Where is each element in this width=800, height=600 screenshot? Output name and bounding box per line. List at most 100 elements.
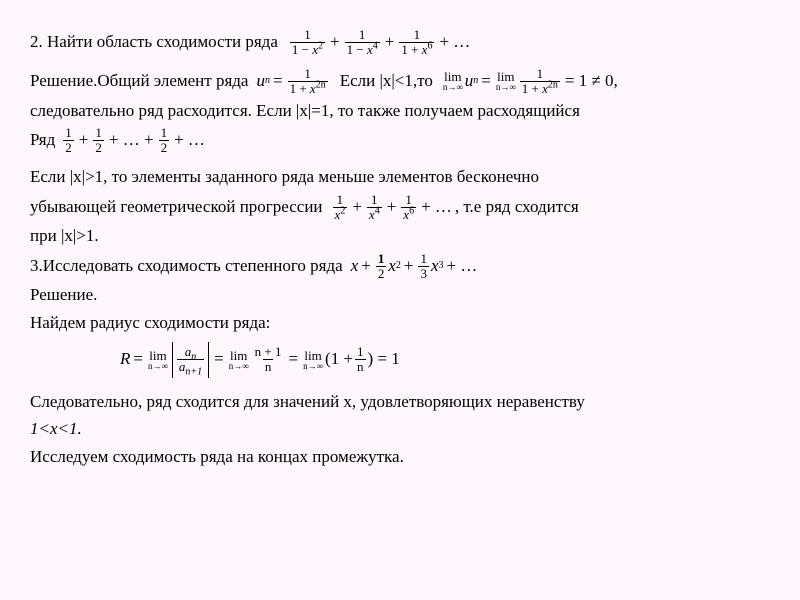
exp: 6: [409, 205, 414, 216]
p15-line: Исследуем сходимость ряда на концах пром…: [30, 445, 770, 470]
a-ratio: an an+1: [177, 345, 204, 373]
ps-t2-frac: 1 2: [376, 252, 387, 280]
den: 1 − x2: [290, 42, 325, 57]
den: 2: [376, 266, 387, 281]
p13-line: Следовательно, ряд сходится для значений…: [30, 390, 770, 415]
eq: =: [481, 69, 491, 94]
num: 1: [302, 67, 313, 81]
p9-left: 3.Исследовать сходимость степенного ряда: [30, 254, 343, 279]
paren-r: ) = 1: [368, 347, 400, 372]
p10-text: Решение.: [30, 283, 97, 308]
den: 2: [63, 140, 74, 155]
den: 1 + x2n: [288, 81, 328, 96]
plus-icon: +: [352, 195, 362, 220]
den: 1 + x2n: [520, 81, 560, 96]
den-left: 1 −: [347, 42, 367, 57]
num: 1: [357, 28, 368, 42]
plus-icon: +: [79, 128, 89, 153]
eq: =: [133, 347, 143, 372]
den: 3: [418, 266, 429, 281]
eq: =: [289, 347, 299, 372]
lim-sub: n→∞: [303, 362, 323, 371]
den: n: [355, 359, 366, 374]
num: 1: [355, 345, 366, 359]
tail: + …: [421, 195, 452, 220]
lim: lim: [230, 349, 247, 362]
num: 1: [418, 252, 429, 266]
g-term-2: 1 x4: [367, 193, 382, 221]
lim-u: u: [465, 69, 474, 94]
power-series: x + 1 2 x2 + 1 3 x3 + …: [351, 252, 481, 280]
eq: =: [273, 69, 283, 94]
tail: + …: [447, 254, 478, 279]
a-den: an+1: [177, 359, 204, 374]
p13-text: Следовательно, ряд сходится для значений…: [30, 390, 585, 415]
u-n-frac: 1 1 + x2n: [288, 67, 328, 95]
g-term-3: 1 x6: [401, 193, 416, 221]
half-2: 1 2: [93, 126, 104, 154]
lim-2: lim n→∞: [496, 70, 516, 92]
p10-line: Решение.: [30, 283, 770, 308]
p7-left: убывающей геометрической прогрессии: [30, 195, 323, 220]
num: 1: [412, 28, 423, 42]
lim-frac: 1 1 + x2n: [520, 67, 560, 95]
den: x4: [367, 207, 382, 222]
p4-text: следовательно ряд расходится. Если |x|=1…: [30, 99, 580, 124]
lim-b: lim n→∞: [229, 349, 249, 371]
u-n-expr: un = 1 1 + x2n: [256, 67, 329, 95]
exp: 2: [340, 205, 345, 216]
geom-series: 1 x2 + 1 x4 + 1 x6 + …: [331, 193, 455, 221]
paren-l: (1 +: [325, 347, 353, 372]
lim-sub: n→∞: [148, 362, 168, 371]
general-term-line: Решение.Общий элемент ряда un = 1 1 + x2…: [30, 67, 770, 95]
num: n + 1: [253, 345, 284, 359]
num: 1: [535, 67, 546, 81]
term-3: 1 1 + x6: [399, 28, 434, 56]
plus-icon: +: [361, 254, 371, 279]
plus-icon: +: [404, 254, 414, 279]
p7-right: , т.е ряд сходится: [455, 195, 579, 220]
a-sub: n+1: [185, 367, 202, 378]
gap: [30, 157, 770, 165]
lim-sub: n→∞: [496, 83, 516, 92]
document-page: 2. Найти область сходимости ряда 1 1 − x…: [0, 0, 800, 493]
den-exp: 2: [318, 40, 323, 51]
lim-sub: n→∞: [229, 362, 249, 371]
den-exp: 6: [427, 40, 432, 51]
tail: + …: [439, 30, 470, 55]
den-left: 1 +: [522, 81, 542, 96]
den-left: 1 +: [401, 42, 421, 57]
lim: lim: [149, 349, 166, 362]
lim: lim: [304, 349, 321, 362]
den: 2: [93, 140, 104, 155]
lim-1: lim n→∞: [443, 70, 463, 92]
p15-text: Исследуем сходимость ряда на концах пром…: [30, 445, 404, 470]
p6-text: Если |x|>1, то элементы заданного ряда м…: [30, 165, 539, 190]
ps-t2-var: x: [388, 254, 396, 279]
problem-2-label: 2. Найти область сходимости ряда: [30, 30, 278, 55]
term-2: 1 1 − x4: [345, 28, 380, 56]
den: x6: [401, 207, 416, 222]
divergence-line: следовательно ряд расходится. Если |x|=1…: [30, 99, 770, 124]
lim-sub: n→∞: [443, 83, 463, 92]
p11-text: Найдем радиус сходимости ряда:: [30, 311, 270, 336]
solution-left: Решение.Общий элемент ряда: [30, 69, 248, 94]
ps-t1: x: [351, 254, 359, 279]
num: 1: [376, 252, 387, 266]
nplus1-over-n: n + 1 n: [253, 345, 284, 373]
p6-line: Если |x|>1, то элементы заданного ряда м…: [30, 165, 770, 190]
term-1: 1 1 − x2: [290, 28, 325, 56]
row-label: Ряд: [30, 128, 55, 153]
num: 1: [302, 28, 313, 42]
den: 1 − x4: [345, 42, 380, 57]
g-term-1: 1 x2: [333, 193, 348, 221]
p14-line: 1<x<1.: [30, 417, 770, 442]
dots: + … +: [109, 128, 154, 153]
radius-formula: R = lim n→∞ an an+1 = lim n→∞ n + 1 n = …: [30, 342, 770, 378]
den: 1 + x6: [399, 42, 434, 57]
plus-icon: +: [387, 195, 397, 220]
den-left: 1 −: [292, 42, 312, 57]
problem-3-line: 3.Исследовать сходимость степенного ряда…: [30, 252, 770, 280]
geom-series-line: убывающей геометрической прогрессии 1 x2…: [30, 193, 770, 221]
half-series-line: Ряд 1 2 + 1 2 + … + 1 2 + …: [30, 126, 770, 154]
